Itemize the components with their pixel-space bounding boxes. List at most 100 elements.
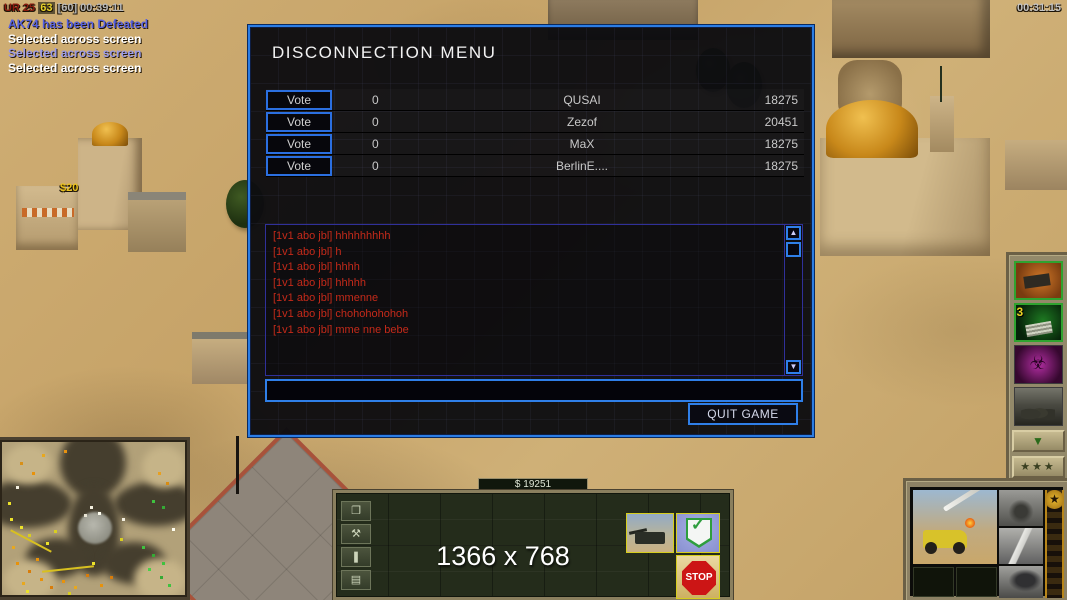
mosque-antenna — [940, 66, 942, 102]
stop-sign-icon: STOP — [682, 561, 716, 595]
biohazard-icon: ☣ — [1029, 353, 1047, 374]
exhaust-flame — [965, 518, 975, 528]
cash-hack-count: 3 — [1016, 305, 1024, 319]
scrollbar-thumb[interactable] — [786, 242, 801, 257]
windows-icon[interactable]: ❐ — [341, 501, 371, 521]
player-name: Zezof — [566, 114, 597, 129]
event-message: AK74 has been Defeated — [8, 17, 149, 31]
vote-button[interactable]: Vote — [266, 89, 332, 110]
chat-input[interactable] — [265, 379, 803, 402]
chat-history: [1v1 abo jbl] hhhhhhhhh [1v1 abo jbl] h … — [265, 224, 803, 376]
player-name: MaX — [569, 136, 595, 151]
command-bar: ❐ ⚒ ❚ ▤ 1366 x 768 ✓ STOP — [333, 490, 733, 600]
empty-slot — [956, 567, 997, 597]
vote-count: 0 — [372, 114, 379, 129]
chat-message-list: [1v1 abo jbl] hhhhhhhhh [1v1 abo jbl] h … — [266, 225, 784, 375]
collapse-sidebar-button[interactable]: ▼ — [1011, 430, 1065, 452]
message-sign-icon[interactable]: ▤ — [341, 570, 371, 590]
vote-button[interactable]: Vote — [266, 133, 332, 154]
money-display: $ 19251 — [478, 478, 588, 491]
disconnection-menu-dialog: DISCONNECTION MENU Vote 0 QUSAI 18275 Vo… — [248, 25, 814, 437]
tank-body — [635, 532, 665, 544]
player-score: 20451 — [764, 114, 798, 129]
mosque-turret — [930, 96, 954, 152]
event-message: Selected across screen — [8, 60, 142, 75]
dialog-title: DISCONNECTION MENU — [272, 43, 497, 62]
building-left-annex — [16, 186, 78, 250]
chat-message: [1v1 abo jbl] mmenne — [273, 292, 379, 305]
power-button-bounty[interactable] — [1013, 261, 1063, 300]
special-powers-sidebar: 3 ☣ ▼ ★★★ — [1006, 252, 1067, 488]
player-score: 18275 — [764, 136, 798, 151]
rank-star-icon: ★ — [1045, 490, 1064, 509]
upgrade-portrait[interactable] — [999, 566, 1043, 598]
resolution-watermark: 1366 x 768 — [436, 541, 570, 571]
missile — [942, 490, 982, 512]
guard-mode-button[interactable]: ✓ — [676, 513, 720, 553]
minimap-terrain — [2, 442, 185, 595]
vote-button[interactable]: Vote — [266, 111, 332, 132]
wheel — [925, 542, 937, 554]
chat-message: [1v1 abo jbl] hhhhh — [273, 276, 366, 289]
chat-scrollbar[interactable]: ▲ ▼ — [784, 225, 802, 375]
player-row: Vote 0 Zezof 20451 — [266, 111, 804, 133]
player-score: 18275 — [764, 158, 798, 173]
building-left-awning — [22, 208, 74, 217]
scroll-down-icon[interactable]: ▼ — [786, 360, 801, 374]
minimap-units-white — [2, 442, 5, 445]
fps-value: 63 — [38, 2, 55, 14]
performance-counter: UR 25 63 [60] 00:39:11 — [4, 2, 124, 14]
vote-table: Vote 0 QUSAI 18275 Vote 0 Zezof 20451 Vo… — [266, 89, 804, 177]
chat-message: [1v1 abo jbl] h — [273, 245, 342, 258]
player-row: Vote 0 MaX 18275 — [266, 133, 804, 155]
vote-count: 0 — [372, 136, 379, 151]
pause-icon[interactable]: ❚ — [341, 547, 371, 567]
chevron-down-icon: ▼ — [1032, 434, 1044, 448]
player-name: BerlinE.... — [555, 158, 609, 173]
veterancy-strip — [1045, 490, 1064, 598]
bounty-label: $20 — [60, 182, 79, 194]
wheel — [953, 542, 965, 554]
minimap[interactable] — [0, 437, 190, 600]
general-rank-button[interactable]: ★★★ — [1011, 456, 1065, 478]
power-button-ambush[interactable] — [1013, 387, 1063, 426]
player-row: Vote 0 QUSAI 18275 — [266, 89, 804, 111]
chat-message: [1v1 abo jbl] mme nne bebe — [273, 323, 409, 336]
upgrade-portrait[interactable] — [999, 490, 1043, 526]
player-name: QUSAI — [563, 92, 601, 107]
mosque-dome — [826, 100, 918, 158]
player-score: 18275 — [764, 92, 798, 107]
vote-count: 0 — [372, 92, 379, 107]
event-message: Selected across screen — [8, 31, 142, 46]
empty-slot — [913, 567, 954, 597]
event-message: Selected across screen — [8, 46, 142, 61]
player-row: Vote 0 BerlinE.... 18275 — [266, 155, 804, 177]
upgrade-portrait[interactable] — [999, 528, 1043, 564]
unit-portrait-rocket-buggy[interactable] — [913, 490, 997, 564]
building-left-dome — [92, 122, 128, 146]
scroll-up-icon[interactable]: ▲ — [786, 226, 801, 240]
chat-message: [1v1 abo jbl] chohohohohoh — [273, 307, 409, 320]
quit-game-button[interactable]: QUIT GAME — [688, 403, 798, 425]
stop-command-button[interactable]: STOP — [676, 555, 720, 599]
power-button-cash-hack[interactable]: 3 — [1013, 303, 1063, 342]
vote-count: 0 — [372, 158, 379, 173]
chat-message: [1v1 abo jbl] hhhh — [273, 261, 360, 274]
event-message-stack: AK74 has been Defeated Selected across s… — [8, 17, 148, 75]
flag-pole — [236, 436, 239, 494]
vote-button[interactable]: Vote — [266, 155, 332, 176]
minimap-center-hill — [78, 512, 112, 544]
check-icon: ✓ — [690, 515, 706, 534]
building-topright — [832, 0, 990, 58]
unit-panel-inner: ★ — [910, 487, 1064, 598]
latency-value: UR 25 — [4, 2, 36, 14]
selected-unit-portrait[interactable] — [626, 513, 674, 553]
timer-value: [60] 00:39:11 — [57, 2, 124, 14]
building-small-mid — [192, 332, 250, 384]
power-button-anthrax[interactable]: ☣ — [1013, 345, 1063, 384]
tools-icon[interactable]: ⚒ — [341, 524, 371, 544]
building-left-shed — [128, 192, 186, 252]
stars-icon: ★★★ — [1020, 461, 1056, 473]
building-far-right — [1005, 140, 1067, 190]
